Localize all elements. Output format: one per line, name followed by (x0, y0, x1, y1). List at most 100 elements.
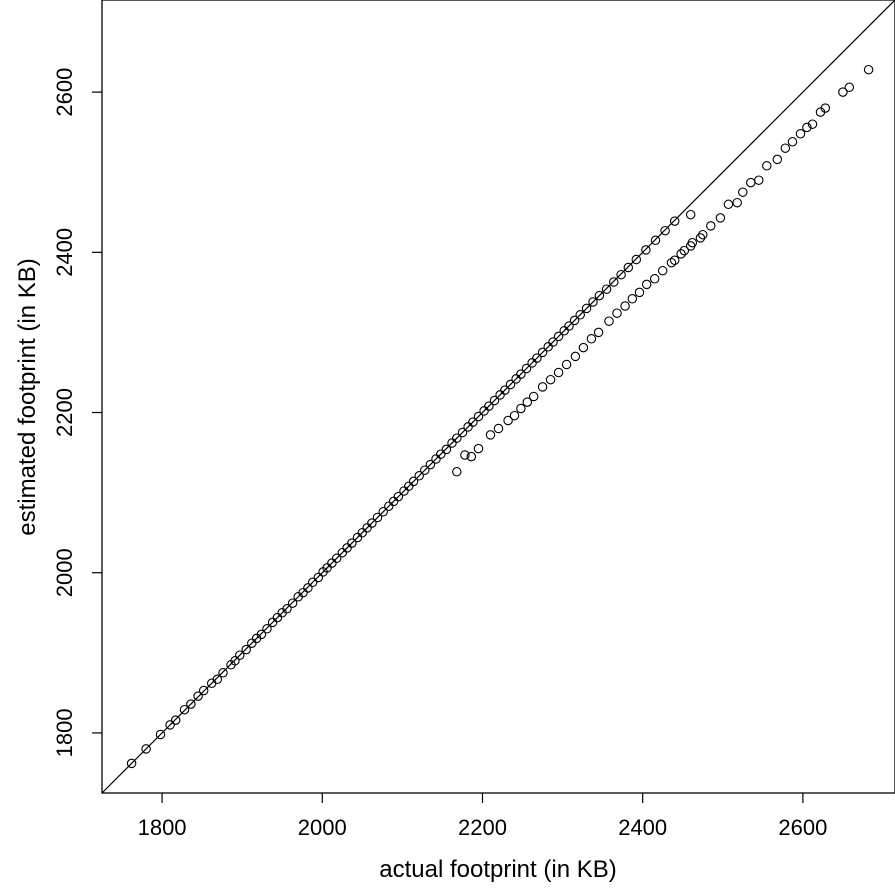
data-point (627, 294, 638, 304)
data-point (198, 685, 209, 696)
data-point (802, 122, 812, 133)
x-tick-label: 2600 (778, 815, 827, 840)
data-point (616, 269, 626, 280)
data-point (337, 547, 348, 558)
data-point (388, 496, 399, 507)
data-point (399, 486, 409, 496)
data-point (322, 563, 332, 573)
data-point (186, 699, 196, 709)
data-point (537, 347, 548, 358)
data-point (660, 225, 670, 236)
data-point (303, 583, 313, 593)
data-point (604, 316, 614, 326)
data-point (612, 308, 622, 318)
data-point (620, 301, 630, 311)
data-point (247, 638, 257, 648)
data-point (634, 287, 645, 298)
data-point (669, 216, 680, 226)
y-tick-label: 2000 (52, 548, 77, 597)
data-point (436, 449, 446, 459)
data-point (641, 279, 652, 290)
data-point (527, 358, 537, 368)
data-point (516, 403, 526, 414)
data-point (425, 459, 436, 470)
data-point (588, 297, 598, 307)
data-point (601, 284, 612, 294)
data-point (367, 518, 377, 528)
data-point (378, 507, 388, 517)
data-point (473, 443, 484, 454)
y-tick-label: 2200 (52, 388, 77, 437)
data-points (126, 64, 874, 769)
data-point (347, 538, 357, 548)
data-point (641, 245, 651, 255)
data-point (414, 471, 424, 481)
data-point (468, 417, 478, 427)
data-point (452, 467, 462, 477)
data-point (466, 451, 477, 462)
data-point (698, 229, 708, 240)
data-point (241, 644, 251, 655)
data-point (327, 558, 337, 568)
data-point (262, 624, 272, 634)
data-point (575, 310, 585, 320)
x-tick-label: 2000 (298, 815, 347, 840)
data-point (313, 572, 324, 583)
data-point (484, 401, 494, 411)
data-point (372, 512, 383, 523)
data-point (723, 199, 734, 210)
data-point (669, 255, 680, 266)
data-point (623, 262, 634, 273)
data-point (685, 209, 696, 220)
data-point (863, 64, 874, 75)
data-point (528, 391, 539, 402)
data-point (522, 397, 533, 407)
data-point (500, 385, 510, 395)
data-point (155, 729, 166, 740)
data-point (732, 197, 742, 208)
data-point (362, 523, 372, 533)
data-point (787, 137, 798, 147)
data-point (235, 650, 245, 660)
data-point (650, 235, 661, 246)
data-point (594, 290, 605, 301)
data-point (754, 175, 764, 185)
data-point (230, 656, 240, 666)
data-point (679, 245, 690, 256)
data-point (844, 82, 855, 93)
data-point (706, 221, 716, 231)
data-point (479, 406, 489, 416)
x-tick-label: 1800 (138, 815, 187, 840)
data-point (505, 379, 516, 390)
data-point (564, 321, 574, 331)
plot-area-frame (101, 0, 895, 794)
data-point (695, 233, 706, 243)
data-point (543, 342, 553, 352)
data-point (570, 351, 581, 362)
data-point (559, 326, 569, 336)
data-point (493, 423, 504, 434)
x-axis-title: actual footprint (in KB) (379, 856, 616, 883)
data-point (170, 715, 181, 725)
data-point (495, 390, 505, 400)
data-point (282, 604, 292, 614)
y-tick-label: 2600 (52, 68, 77, 117)
data-point (218, 668, 228, 678)
data-point (420, 465, 430, 475)
data-point (357, 527, 368, 538)
data-point (795, 129, 806, 139)
data-point (657, 265, 668, 276)
data-point (165, 720, 175, 730)
data-point (631, 254, 642, 265)
reference-line-y-equals-x (101, 0, 895, 794)
data-point (485, 430, 496, 440)
data-point (553, 367, 564, 378)
data-point (532, 353, 542, 363)
data-point (331, 553, 342, 564)
data-point (738, 187, 748, 197)
data-point (772, 154, 783, 165)
data-point (649, 274, 660, 284)
data-point (586, 334, 597, 344)
data-point (408, 476, 419, 487)
